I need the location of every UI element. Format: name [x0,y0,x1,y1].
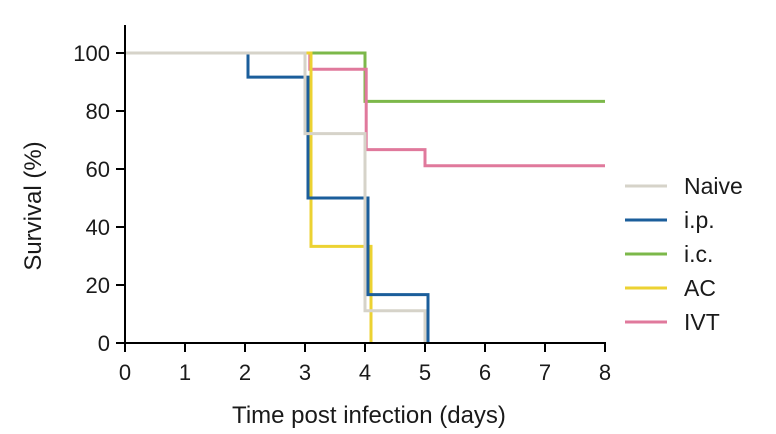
legend: Naive i.p. i.c. AC IVT [625,173,743,335]
x-tick-label: 8 [599,360,611,385]
y-tick-label: 80 [86,99,110,124]
x-tick-label: 7 [539,360,551,385]
x-tick-label: 4 [359,360,371,385]
x-axis-title: Time post infection (days) [232,402,506,429]
x-tick-label: 0 [119,360,131,385]
series-line-i-p [125,51,430,343]
legend-label-naive: Naive [684,173,743,199]
x-tick-label: 3 [299,360,311,385]
y-tick-label: 60 [86,157,110,182]
series-layer [125,51,605,343]
y-tick-label: 20 [86,273,110,298]
legend-label-i-c: i.c. [684,241,713,267]
x-tick-label: 2 [239,360,251,385]
y-axis-title: Survival (%) [20,141,47,270]
x-tick-label: 6 [479,360,491,385]
x-tick-label: 1 [179,360,191,385]
legend-label-i-p: i.p. [684,207,715,233]
legend-label-ac: AC [684,275,716,301]
y-tick-label: 100 [73,41,110,66]
x-tick-label: 5 [419,360,431,385]
y-tick-label: 0 [98,331,110,356]
y-tick-label: 40 [86,215,110,240]
legend-label-ivt: IVT [684,309,720,335]
series-line-naive [125,51,427,343]
